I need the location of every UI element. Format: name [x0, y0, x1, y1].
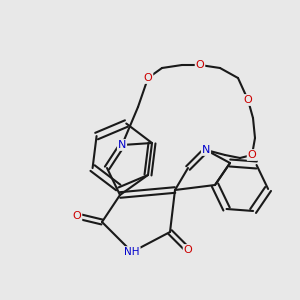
- Text: O: O: [244, 95, 252, 105]
- Text: O: O: [144, 73, 152, 83]
- Text: O: O: [196, 60, 204, 70]
- Text: NH: NH: [124, 247, 140, 257]
- Text: N: N: [202, 145, 210, 155]
- Text: O: O: [73, 211, 81, 221]
- Text: N: N: [118, 140, 126, 150]
- Text: O: O: [248, 150, 256, 160]
- Text: O: O: [184, 245, 192, 255]
